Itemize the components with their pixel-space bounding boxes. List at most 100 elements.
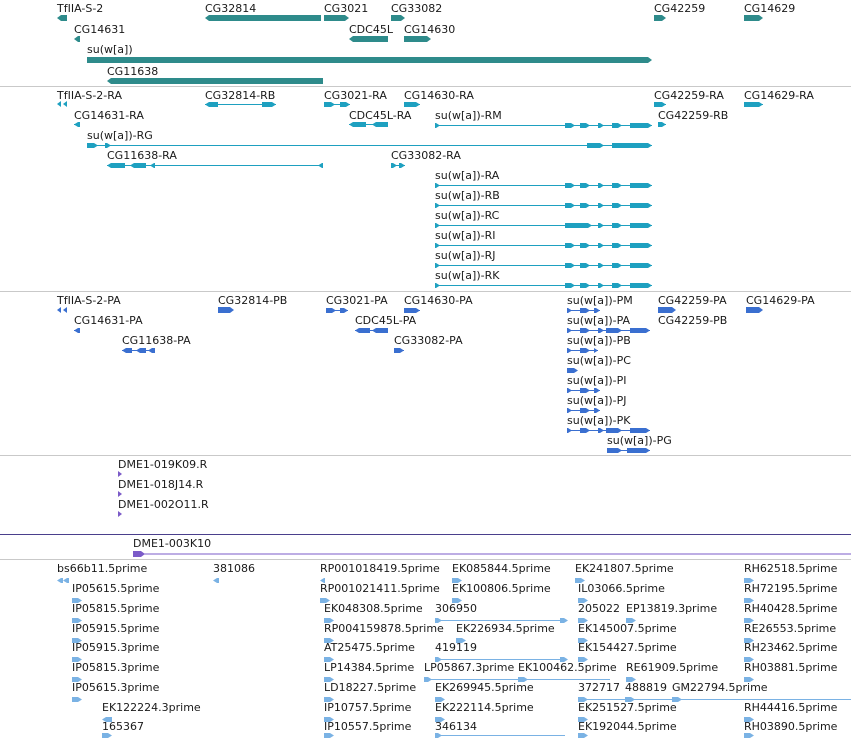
tx-cg33082-ra-exon[interactable] bbox=[391, 163, 397, 168]
tx-su-w-a-variant-exon[interactable] bbox=[630, 263, 652, 268]
tx-su-w-a-rm-exon[interactable] bbox=[565, 123, 575, 128]
protein-label[interactable]: su(w[a])-PM bbox=[567, 294, 633, 307]
protein-label[interactable]: su(w[a])-PG bbox=[607, 434, 672, 447]
tx-su-w-a-variant-exon[interactable] bbox=[565, 263, 575, 268]
est-bs66b11[interactable] bbox=[63, 578, 69, 583]
tx-su-w-a-variant-exon[interactable] bbox=[630, 283, 652, 288]
protein-label[interactable]: CG14631-PA bbox=[74, 314, 143, 327]
clone-dme1-019k09[interactable] bbox=[118, 471, 122, 477]
tx-tfiia-arrow[interactable] bbox=[57, 101, 61, 107]
est-label[interactable]: 165367 bbox=[102, 720, 144, 733]
est-ek122224[interactable] bbox=[102, 717, 112, 722]
prot-su-w-a-pa-exon[interactable] bbox=[598, 328, 604, 333]
est-label[interactable]: AT25475.5prime bbox=[324, 641, 415, 654]
est-lp05867[interactable] bbox=[424, 677, 432, 682]
tx-cg11638-ra-exon[interactable] bbox=[318, 163, 323, 168]
tx-cg11638-ra-exon[interactable] bbox=[150, 163, 155, 168]
est-label[interactable]: RH23462.5prime bbox=[744, 641, 838, 654]
est-label[interactable]: 419119 bbox=[435, 641, 477, 654]
est-381086[interactable] bbox=[213, 578, 219, 583]
est-label[interactable]: 381086 bbox=[213, 562, 255, 575]
gene-cg42259[interactable] bbox=[654, 15, 666, 21]
prot-cg14631-pa-exon[interactable] bbox=[74, 328, 80, 333]
tx-su-w-a-variant-exon[interactable] bbox=[630, 203, 652, 208]
prot-su-w-a-pa-exon[interactable] bbox=[580, 328, 590, 333]
est-label[interactable]: EK100462.5prime bbox=[518, 661, 617, 674]
prot-su-w-a-pk-exon[interactable] bbox=[606, 428, 622, 433]
est-gm22794[interactable] bbox=[672, 697, 682, 702]
est-ip05915-3[interactable] bbox=[72, 657, 82, 662]
est-label[interactable]: LD18227.5prime bbox=[324, 681, 417, 694]
prot-su-w-a-pi-exon[interactable] bbox=[594, 388, 600, 393]
est-rp004159878[interactable] bbox=[324, 638, 334, 643]
transcript-label[interactable]: su(w[a])-RI bbox=[435, 229, 496, 242]
clone-label[interactable]: DME1-018J14.R bbox=[118, 478, 204, 491]
tx-su-w-a-rg-exon[interactable] bbox=[87, 143, 98, 148]
est-label[interactable]: 306950 bbox=[435, 602, 477, 615]
est-165367[interactable] bbox=[102, 733, 112, 738]
est-ip05615-5[interactable] bbox=[72, 598, 82, 603]
est-ek100462[interactable] bbox=[518, 677, 528, 682]
est-label[interactable]: RP001018419.5prime bbox=[320, 562, 440, 575]
transcript-label[interactable]: su(w[a])-RM bbox=[435, 109, 502, 122]
tx-su-w-a-variant-exon[interactable] bbox=[565, 223, 592, 228]
tx-su-w-a-variant-exon[interactable] bbox=[598, 283, 604, 288]
est-ek192044[interactable] bbox=[578, 733, 588, 738]
est-rh72195[interactable] bbox=[744, 598, 754, 603]
gene-label[interactable]: CG32814 bbox=[205, 2, 257, 15]
protein-label[interactable]: CG32814-PB bbox=[218, 294, 288, 307]
est-label[interactable]: 346134 bbox=[435, 720, 477, 733]
transcript-label[interactable]: CG42259-RB bbox=[658, 109, 729, 122]
prot-cg11638-pa-exon[interactable] bbox=[136, 348, 146, 353]
transcript-label[interactable]: su(w[a])-RC bbox=[435, 209, 500, 222]
tx-cg3021-ra-exon[interactable] bbox=[324, 102, 335, 107]
gene-label[interactable]: su(w[a]) bbox=[87, 43, 133, 56]
prot-su-w-a-pi-exon[interactable] bbox=[567, 388, 572, 393]
tx-su-w-a-variant-exon[interactable] bbox=[580, 283, 590, 288]
est-205022[interactable] bbox=[578, 618, 588, 623]
prot-su-w-a-pc[interactable] bbox=[567, 368, 578, 373]
tx-su-w-a-variant-exon[interactable] bbox=[598, 263, 604, 268]
prot-cdc45l-pa-exon[interactable] bbox=[355, 328, 370, 333]
prot-su-w-a-pm-exon[interactable] bbox=[580, 308, 590, 313]
est-label[interactable]: EK085844.5prime bbox=[452, 562, 551, 575]
clone-dme1-003k10[interactable] bbox=[133, 551, 145, 557]
tx-su-w-a-variant-exon[interactable] bbox=[612, 183, 622, 188]
gene-label[interactable]: CG11638 bbox=[107, 65, 159, 78]
est-label[interactable]: IL03066.5prime bbox=[578, 582, 665, 595]
est-346134[interactable] bbox=[435, 733, 442, 738]
tx-su-w-a-variant-exon[interactable] bbox=[630, 243, 652, 248]
tx-su-w-a-variant-exon[interactable] bbox=[565, 243, 575, 248]
tx-su-w-a-rm-exon[interactable] bbox=[435, 123, 440, 128]
gene-label[interactable]: CDC45L bbox=[349, 23, 393, 36]
tx-su-w-a-rm-exon[interactable] bbox=[612, 123, 622, 128]
est-label[interactable]: 372717 bbox=[578, 681, 620, 694]
protein-label[interactable]: CG42259-PA bbox=[658, 294, 727, 307]
est-il03066[interactable] bbox=[578, 598, 588, 603]
protein-label[interactable]: su(w[a])-PI bbox=[567, 374, 627, 387]
est-419119[interactable] bbox=[435, 657, 442, 662]
est-label[interactable]: RE26553.5prime bbox=[744, 622, 837, 635]
gene-label[interactable]: CG14629 bbox=[744, 2, 796, 15]
est-label[interactable]: EK269945.5prime bbox=[435, 681, 534, 694]
tx-su-w-a-variant-exon[interactable] bbox=[598, 223, 604, 228]
est-label[interactable]: RH62518.5prime bbox=[744, 562, 838, 575]
tx-cg42259-rb-exon[interactable] bbox=[658, 122, 666, 127]
tx-su-w-a-variant-exon[interactable] bbox=[565, 283, 575, 288]
est-label[interactable]: EK122224.3prime bbox=[102, 701, 201, 714]
gene-su-w-a[interactable] bbox=[87, 57, 652, 63]
est-label[interactable]: GM22794.5prime bbox=[672, 681, 768, 694]
transcript-label[interactable]: TfIIA-S-2-RA bbox=[57, 89, 122, 102]
est-488819[interactable] bbox=[625, 697, 635, 702]
gene-label[interactable]: CG33082 bbox=[391, 2, 443, 15]
est-419119[interactable] bbox=[560, 657, 568, 662]
est-bs66b11[interactable] bbox=[57, 578, 63, 583]
est-label[interactable]: RH03881.5prime bbox=[744, 661, 838, 674]
prot-su-w-a-pk-exon[interactable] bbox=[567, 428, 572, 433]
protein-label[interactable]: su(w[a])-PC bbox=[567, 354, 631, 367]
prot-su-w-a-pk-exon[interactable] bbox=[580, 428, 590, 433]
prot-su-w-a-pk-exon[interactable] bbox=[598, 428, 604, 433]
est-rh03881[interactable] bbox=[744, 677, 754, 682]
est-306950[interactable] bbox=[435, 618, 442, 623]
tx-cg32814-rb-exon[interactable] bbox=[205, 102, 218, 107]
